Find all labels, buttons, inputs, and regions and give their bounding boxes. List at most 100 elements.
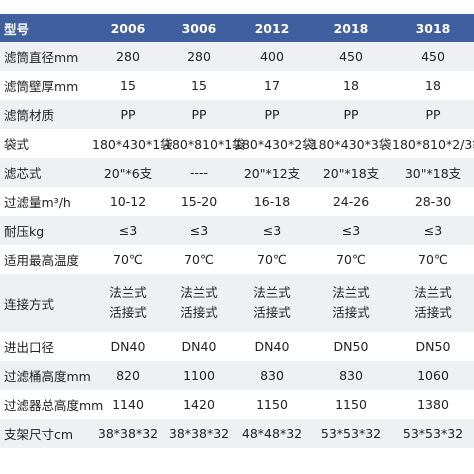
cell-line: 法兰式 <box>253 285 291 300</box>
table-row: 进出口径 DN40 DN40 DN40 DN50 DN50 <box>0 332 474 361</box>
table-row: 过滤量m³/h 10-12 15-20 16-18 24-26 28-30 <box>0 187 474 216</box>
table-cell: 1380 <box>417 397 449 412</box>
header-cell: 型号 <box>0 14 92 42</box>
cell-line: 法兰式 <box>109 285 147 300</box>
table-cell: DN50 <box>415 339 451 354</box>
table-cell: 24-26 <box>332 194 370 209</box>
row-label: 袋式 <box>4 137 30 152</box>
table-cell: 820 <box>92 361 164 390</box>
header-cell: 2006 <box>92 14 164 42</box>
table-row: 连接方式 法兰式 活接式 法兰式 活接式 法兰式 活接式 法兰式 活接式 法兰式 活接式 <box>0 274 474 332</box>
table-cell: 法兰式 活接式 <box>392 274 474 332</box>
table-cell: 38*38*32 <box>164 419 234 448</box>
row-label: 过滤桶高度mm <box>0 361 92 390</box>
table-row: 滤筒直径mm 280 280 400 450 450 <box>0 42 474 71</box>
cell-line: 活接式 <box>414 305 452 320</box>
header-row: 型号 2006 3006 2012 2018 3018 <box>0 14 474 42</box>
table-cell: 38*38*32 <box>92 419 164 448</box>
table-cell: 法兰式 活接式 <box>310 274 392 332</box>
table-cell: 15 <box>120 78 136 93</box>
table-cell: ≤3 <box>164 216 234 245</box>
cell-line: 活接式 <box>180 305 218 320</box>
row-label: 滤芯式 <box>0 158 92 187</box>
table-cell: 48*48*32 <box>234 419 310 448</box>
row-label: 进出口径 <box>4 340 55 355</box>
table-body: 滤筒直径mm 280 280 400 450 450 滤筒壁厚mm 15 15 17 18 18 滤筒材… <box>0 42 474 448</box>
table-cell: 70℃ <box>418 252 448 267</box>
table-row: 滤芯式 20"*6支 ---- 20"*12支 20"*18支 30"*18支 <box>0 158 474 187</box>
row-label: 适用最高温度 <box>4 253 80 268</box>
header-cell: 2018 <box>310 14 392 42</box>
spec-table: 型号 2006 3006 2012 2018 3018 滤筒直径mm 280 280 400 45… <box>0 14 474 448</box>
header-cell: 2012 <box>234 14 310 42</box>
table-cell: 18 <box>343 78 359 93</box>
table-cell: 180*810*1袋 <box>164 137 245 152</box>
table-cell: PP <box>310 100 392 129</box>
table-cell: PP <box>164 100 234 129</box>
table-cell: 180*430*2袋 <box>234 137 315 152</box>
table-cell: DN40 <box>181 339 217 354</box>
table-row: 过滤桶高度mm 820 1100 830 830 1060 <box>0 361 474 390</box>
table-cell: PP <box>234 100 310 129</box>
table-cell: 28-30 <box>414 194 452 209</box>
table-cell: 180*430*1袋 <box>92 137 173 152</box>
table-cell: 830 <box>234 361 310 390</box>
table-cell: 18 <box>425 78 441 93</box>
table-cell: 180*810*2/3袋 <box>392 137 474 152</box>
table-row: 支架尺寸cm 38*38*32 38*38*32 48*48*32 53*53*32 53… <box>0 419 474 448</box>
table-cell: 70℃ <box>184 252 214 267</box>
table-cell: 15 <box>191 78 207 93</box>
table-cell: 1060 <box>392 361 474 390</box>
cell-line: 法兰式 <box>414 285 452 300</box>
table-cell: 法兰式 活接式 <box>164 274 234 332</box>
table-cell: 70℃ <box>257 252 287 267</box>
table-cell: 1140 <box>112 397 144 412</box>
cell-line: 法兰式 <box>180 285 218 300</box>
table-cell: 15-20 <box>180 194 218 209</box>
table-cell: DN50 <box>333 339 369 354</box>
table-cell: 法兰式 活接式 <box>234 274 310 332</box>
table-row: 滤筒壁厚mm 15 15 17 18 18 <box>0 71 474 100</box>
table-cell: 1420 <box>183 397 215 412</box>
table-cell: 法兰式 活接式 <box>92 274 164 332</box>
table-row: 袋式 180*430*1袋 180*810*1袋 180*430*2袋 180*430*… <box>0 129 474 158</box>
row-label: 耐压kg <box>0 216 92 245</box>
table-cell: 20"*12支 <box>234 158 310 187</box>
row-label: 支架尺寸cm <box>0 419 92 448</box>
table-cell: 70℃ <box>336 252 366 267</box>
table-cell: 1100 <box>164 361 234 390</box>
table-row: 过滤器总高度mm 1140 1420 1150 1150 1380 <box>0 390 474 419</box>
table-row: 耐压kg ≤3 ≤3 ≤3 ≤3 ≤3 <box>0 216 474 245</box>
table-cell: 53*53*32 <box>310 419 392 448</box>
table-cell: 280 <box>164 42 234 71</box>
table-cell: 10-12 <box>109 194 147 209</box>
cell-line: 活接式 <box>109 305 147 320</box>
table-cell: 450 <box>310 42 392 71</box>
row-label: 滤筒材质 <box>0 100 92 129</box>
table-cell: PP <box>92 100 164 129</box>
table-cell: DN40 <box>110 339 146 354</box>
table-cell: 1150 <box>256 397 288 412</box>
table-cell: 20"*6支 <box>92 158 164 187</box>
cell-line: 活接式 <box>332 305 370 320</box>
table-cell: 16-18 <box>253 194 291 209</box>
table-cell: ≤3 <box>92 216 164 245</box>
table-cell: 20"*18支 <box>310 158 392 187</box>
table-cell: 400 <box>234 42 310 71</box>
header-cell: 3006 <box>164 14 234 42</box>
table-cell: ≤3 <box>234 216 310 245</box>
table-cell: 17 <box>264 78 280 93</box>
table-cell: 830 <box>310 361 392 390</box>
cell-line: 法兰式 <box>332 285 370 300</box>
table-cell: 53*53*32 <box>392 419 474 448</box>
row-label: 过滤量m³/h <box>4 195 71 210</box>
table-cell: 450 <box>392 42 474 71</box>
table-cell: DN40 <box>254 339 290 354</box>
table-cell: 180*430*3袋 <box>310 137 392 152</box>
header-cell: 3018 <box>392 14 474 42</box>
row-label: 滤筒直径mm <box>0 42 92 71</box>
table-row: 滤筒材质 PP PP PP PP PP <box>0 100 474 129</box>
row-label: 过滤器总高度mm <box>4 398 104 413</box>
row-label: 连接方式 <box>0 274 92 332</box>
